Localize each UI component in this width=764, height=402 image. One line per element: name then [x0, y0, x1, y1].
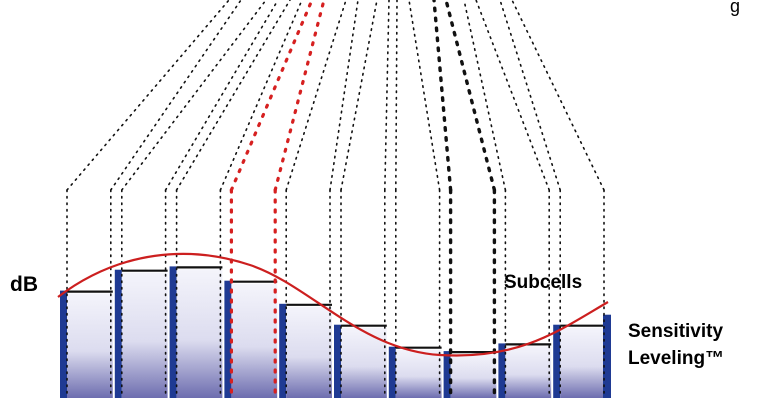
subcell-border	[443, 351, 451, 398]
fan-dotted-line	[164, 0, 279, 191]
subcell-border	[114, 269, 122, 398]
subcell-bar	[121, 272, 168, 398]
fan-dotted-line	[340, 0, 378, 191]
fan-dotted-line	[175, 0, 291, 191]
fan-dotted-line	[432, 0, 453, 192]
subcell-border	[334, 324, 341, 398]
fan-dotted-line	[499, 0, 562, 191]
subcell-bars	[60, 266, 611, 398]
sensitivity-leveling-label: Sensitivity Leveling™	[628, 318, 724, 372]
fan-dotted-line	[511, 0, 605, 191]
subcell-border	[553, 324, 561, 398]
fan-dotted-line	[383, 0, 390, 191]
sensitivity-curve	[57, 252, 609, 357]
fan-dotted-line	[329, 0, 359, 191]
subcell-bar	[231, 283, 278, 398]
fan-dotted-line	[273, 0, 326, 192]
subcell-bar	[286, 306, 332, 398]
fan-dotted-line	[475, 0, 551, 191]
subcell-bar	[560, 327, 606, 398]
fan-lines	[66, 0, 605, 192]
sensitivity-line: Sensitivity	[628, 321, 724, 342]
subcell-border	[388, 346, 396, 398]
vertical-dotted-lines	[66, 188, 605, 400]
subcell-bar	[395, 349, 442, 398]
subcell-border	[498, 343, 506, 398]
fan-dotted-line	[463, 0, 507, 191]
subcell-bar	[450, 354, 497, 398]
subcell-border	[224, 280, 232, 398]
subcell-border	[279, 303, 287, 398]
fan-dotted-line	[444, 0, 497, 192]
leveling-line: Leveling™	[628, 348, 725, 369]
fan-dotted-line	[285, 0, 347, 191]
subcells-label: Subcells	[504, 272, 583, 293]
db-label: dB	[10, 273, 38, 296]
subcell-border	[60, 290, 67, 398]
subcell-bar	[505, 346, 552, 398]
subcell-bar	[176, 269, 223, 398]
subcell-border	[603, 314, 611, 398]
fan-dotted-line	[110, 0, 242, 191]
fan-dotted-line	[229, 0, 314, 192]
fan-dotted-line	[408, 0, 441, 191]
partial-top-text: g	[730, 0, 741, 16]
fan-dotted-line	[394, 0, 398, 191]
fan-dotted-line	[219, 0, 303, 191]
subcell-border	[169, 266, 177, 398]
fan-dotted-line	[121, 0, 267, 191]
fan-dotted-line	[66, 0, 230, 191]
subcell-bar	[67, 293, 113, 398]
